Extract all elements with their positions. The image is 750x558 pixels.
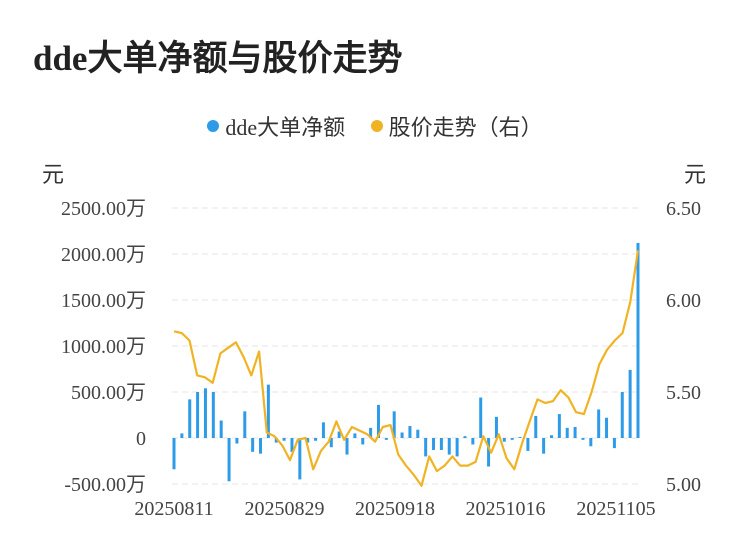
bar xyxy=(392,411,396,438)
bar xyxy=(251,438,255,452)
y-left-tick-label: 2000.00万 xyxy=(61,244,146,266)
bar xyxy=(573,426,577,438)
bar xyxy=(235,438,239,444)
bar xyxy=(266,384,270,438)
bar xyxy=(549,435,553,438)
bar xyxy=(274,438,278,443)
right-axis-unit: 元 xyxy=(684,162,707,187)
x-tick-label: 20250829 xyxy=(245,498,325,520)
legend-dot-dde xyxy=(207,120,220,132)
bar xyxy=(518,437,522,438)
bar xyxy=(542,438,546,454)
bar xyxy=(534,415,538,438)
bar xyxy=(298,438,302,480)
bar xyxy=(620,392,624,438)
bar xyxy=(605,417,609,438)
bar xyxy=(502,438,506,442)
x-tick-label: 20251016 xyxy=(466,498,546,520)
bar xyxy=(306,438,310,443)
bar xyxy=(282,438,286,441)
bar xyxy=(329,438,333,448)
bar xyxy=(581,438,585,440)
bar xyxy=(196,392,200,438)
bar xyxy=(337,431,341,438)
x-tick-label: 20251105 xyxy=(576,498,655,520)
bar xyxy=(345,438,349,455)
bar xyxy=(211,392,215,438)
bar xyxy=(180,433,184,438)
y-left-tick-label: 0 xyxy=(136,428,146,450)
bar xyxy=(557,414,561,438)
y-right-tick-label: 6.00 xyxy=(666,290,701,312)
legend-dot-price xyxy=(370,120,383,132)
bar xyxy=(203,388,207,438)
y-left-tick-label: 1000.00万 xyxy=(61,336,146,358)
bar xyxy=(219,420,223,438)
bar xyxy=(243,411,247,438)
bar xyxy=(361,438,365,445)
bar xyxy=(463,436,467,438)
y-right-tick-label: 5.00 xyxy=(666,474,701,496)
left-axis-unit: 元 xyxy=(42,162,65,187)
bar xyxy=(447,438,451,455)
bar xyxy=(589,438,593,447)
y-left-tick-label: 2500.00万 xyxy=(61,198,146,220)
bar xyxy=(172,438,176,470)
bar xyxy=(424,438,428,457)
y-right-tick-label: 6.50 xyxy=(666,198,701,220)
bar xyxy=(416,429,420,438)
bar xyxy=(290,438,294,452)
price-line xyxy=(173,250,640,487)
bar xyxy=(376,404,380,438)
bar xyxy=(384,438,388,440)
bar xyxy=(636,242,640,438)
bar xyxy=(227,438,231,482)
bar xyxy=(526,438,530,451)
bar xyxy=(487,438,491,467)
bar xyxy=(612,438,616,449)
bar xyxy=(479,397,483,438)
bar xyxy=(471,438,475,445)
y-left-tick-label: -500.00万 xyxy=(64,474,146,496)
chart-title: dde大单净额与股价走势 xyxy=(33,39,403,78)
bar xyxy=(259,438,263,454)
bar xyxy=(510,438,514,440)
bar xyxy=(628,369,632,438)
bar xyxy=(565,427,569,438)
x-tick-label: 20250811 xyxy=(134,498,213,520)
bar xyxy=(314,438,318,441)
bar xyxy=(188,399,192,438)
bar xyxy=(439,438,443,450)
legend-item-price[interactable]: 股价走势（右） xyxy=(370,110,543,142)
legend-label-price: 股价走势（右） xyxy=(388,115,543,140)
bar xyxy=(494,416,498,438)
legend-label-dde: dde大单净额 xyxy=(225,115,346,140)
x-tick-label: 20250918 xyxy=(355,498,435,520)
bar xyxy=(408,426,412,438)
y-right-tick-label: 5.50 xyxy=(666,382,701,404)
bar xyxy=(400,432,404,438)
y-left-tick-label: 1500.00万 xyxy=(61,290,146,312)
bar xyxy=(369,427,373,438)
y-left-tick-label: 500.00万 xyxy=(71,382,146,404)
legend-item-dde[interactable]: dde大单净额 xyxy=(207,110,345,142)
bar xyxy=(455,438,459,457)
bar xyxy=(321,422,325,438)
legend: dde大单净额 股价走势（右） xyxy=(0,110,750,142)
bar xyxy=(597,409,601,438)
bar xyxy=(432,438,436,450)
bar xyxy=(353,433,357,438)
